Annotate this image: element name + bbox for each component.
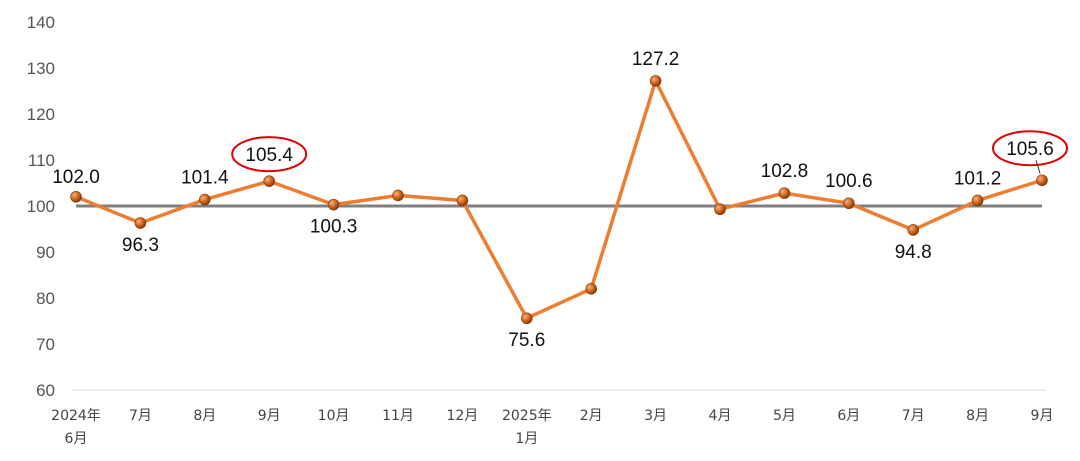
x-tick-label: 9月 bbox=[258, 408, 281, 424]
x-tick-label: 1月 bbox=[515, 431, 538, 447]
data-point bbox=[649, 75, 662, 87]
series-line bbox=[75, 79, 1043, 320]
x-tick-label: 6月 bbox=[837, 408, 860, 424]
x-tick-label: 10月 bbox=[318, 408, 350, 424]
y-tick-label: 130 bbox=[27, 59, 55, 78]
data-label: 100.3 bbox=[310, 217, 358, 238]
y-tick-label: 120 bbox=[27, 105, 55, 124]
data-label: 101.4 bbox=[181, 168, 229, 189]
data-point bbox=[134, 217, 147, 229]
data-point bbox=[456, 194, 469, 207]
data-point bbox=[199, 193, 211, 206]
y-tick-label: 80 bbox=[36, 289, 55, 308]
data-point bbox=[327, 198, 340, 211]
x-axis: 2024年 6月 7月 8月 9月 10月 11月 12月 2025年 1月 2月 3月 4月 5月 6月 7… bbox=[51, 389, 1054, 447]
y-tick-label: 140 bbox=[27, 13, 55, 32]
data-label: 101.2 bbox=[954, 168, 1002, 189]
series-group bbox=[70, 75, 1048, 325]
data-point bbox=[585, 282, 598, 295]
data-label: 102.0 bbox=[52, 167, 100, 188]
data-point bbox=[1036, 174, 1048, 187]
data-label: 75.6 bbox=[508, 330, 545, 351]
x-tick-label: 2月 bbox=[580, 408, 603, 424]
y-tick-label: 70 bbox=[36, 335, 55, 354]
data-label: 96.3 bbox=[122, 235, 159, 256]
data-label: 105.6 bbox=[1006, 139, 1054, 160]
data-point bbox=[842, 197, 855, 210]
x-tick-label: 2024年 bbox=[51, 408, 101, 424]
y-tick-label: 90 bbox=[36, 243, 55, 262]
x-tick-label: 12月 bbox=[446, 408, 478, 424]
x-tick-label: 4月 bbox=[709, 408, 732, 424]
data-point bbox=[392, 189, 404, 202]
x-tick-label: 9月 bbox=[1031, 408, 1054, 424]
data-label: 100.6 bbox=[825, 171, 873, 192]
data-point bbox=[263, 175, 276, 187]
data-point bbox=[70, 191, 82, 203]
x-tick-label: 7月 bbox=[129, 408, 152, 424]
data-point bbox=[907, 224, 920, 236]
y-tick-label: 100 bbox=[27, 197, 55, 216]
data-label: 127.2 bbox=[632, 49, 680, 70]
x-tick-label: 8月 bbox=[193, 408, 216, 424]
y-axis-ticks: 60 70 80 90 100 110 120 130 140 bbox=[27, 13, 55, 400]
x-tick-label: 11月 bbox=[382, 408, 414, 424]
x-tick-label: 6月 bbox=[65, 431, 88, 447]
y-tick-label: 60 bbox=[36, 381, 55, 400]
data-label: 102.8 bbox=[761, 161, 809, 182]
x-tick-label: 8月 bbox=[966, 408, 989, 424]
data-point bbox=[778, 187, 791, 199]
highlight-circle bbox=[992, 130, 1068, 167]
data-point bbox=[971, 194, 984, 207]
highlight-circle bbox=[231, 136, 308, 173]
data-label: 105.4 bbox=[245, 145, 293, 166]
x-tick-label: 5月 bbox=[773, 408, 796, 424]
data-labels-group: 102.0 96.3 101.4 105.4 100.3 75.6 127.2 102.8 10… bbox=[52, 49, 1068, 351]
data-point bbox=[714, 203, 726, 216]
label-leader-line bbox=[1035, 160, 1041, 174]
y-tick-label: 110 bbox=[28, 151, 55, 170]
x-tick-label: 3月 bbox=[644, 408, 667, 424]
x-tick-label: 2025年 bbox=[502, 408, 552, 424]
data-label: 94.8 bbox=[895, 242, 932, 263]
data-point bbox=[520, 312, 533, 325]
x-tick-label: 7月 bbox=[902, 408, 925, 424]
